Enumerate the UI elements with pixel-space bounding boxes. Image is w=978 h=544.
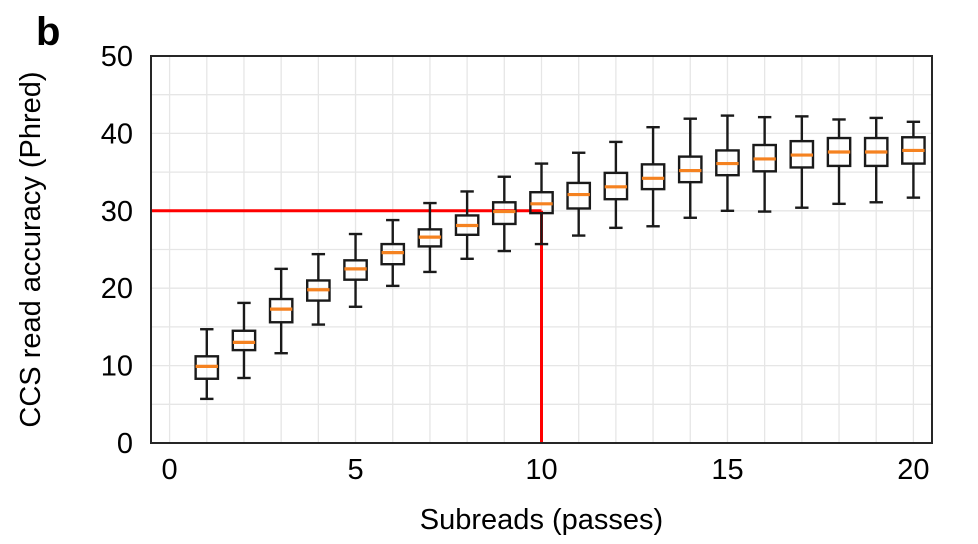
x-tick-label: 0 <box>162 454 178 486</box>
y-tick-label: 20 <box>101 273 133 305</box>
boxplot-x-15 <box>715 114 740 213</box>
y-axis-tick-labels: 0 10 20 30 40 50 <box>101 41 133 460</box>
y-tick-label: 30 <box>101 196 133 228</box>
boxplot-x-17 <box>789 115 815 209</box>
y-tick-label: 50 <box>101 41 133 73</box>
x-axis-title: Subreads (passes) <box>420 504 663 536</box>
boxplot-x-8 <box>454 190 480 260</box>
x-tick-label: 20 <box>897 454 929 486</box>
boxplot-x-11 <box>566 151 592 237</box>
boxplot-x-12 <box>603 140 629 230</box>
boxplot-x-9 <box>491 175 517 253</box>
boxplot-x-6 <box>380 218 406 288</box>
y-tick-label: 0 <box>117 428 133 460</box>
boxplot-x-4 <box>306 252 331 326</box>
boxplot-x-20 <box>901 120 926 199</box>
y-axis-title: CCS read accuracy (Phred) <box>15 71 47 427</box>
x-tick-label: 5 <box>347 454 363 486</box>
y-tick-label: 10 <box>101 351 133 383</box>
boxplot-x-5 <box>343 232 368 308</box>
boxplot-x-14 <box>677 117 703 219</box>
y-tick-label: 40 <box>101 118 133 150</box>
boxplot-x-7 <box>417 201 443 274</box>
panel-label: b <box>36 10 61 54</box>
iqr-box <box>231 329 257 352</box>
boxplot-x-1 <box>194 328 220 401</box>
boxplot-x-16 <box>752 115 778 213</box>
boxplot-x-13 <box>640 126 666 228</box>
x-tick-label: 10 <box>525 454 557 486</box>
boxplot-x-3 <box>268 267 294 355</box>
x-tick-label: 15 <box>711 454 743 486</box>
reference-lines <box>151 209 543 443</box>
boxplot-x-2 <box>231 301 257 380</box>
boxplot-x-19 <box>863 116 889 204</box>
boxplot-x-10 <box>529 162 554 246</box>
boxplot-x-18 <box>826 118 852 206</box>
axis-frame <box>150 55 933 444</box>
x-axis-tick-labels: 0 5 10 15 20 <box>162 454 930 486</box>
